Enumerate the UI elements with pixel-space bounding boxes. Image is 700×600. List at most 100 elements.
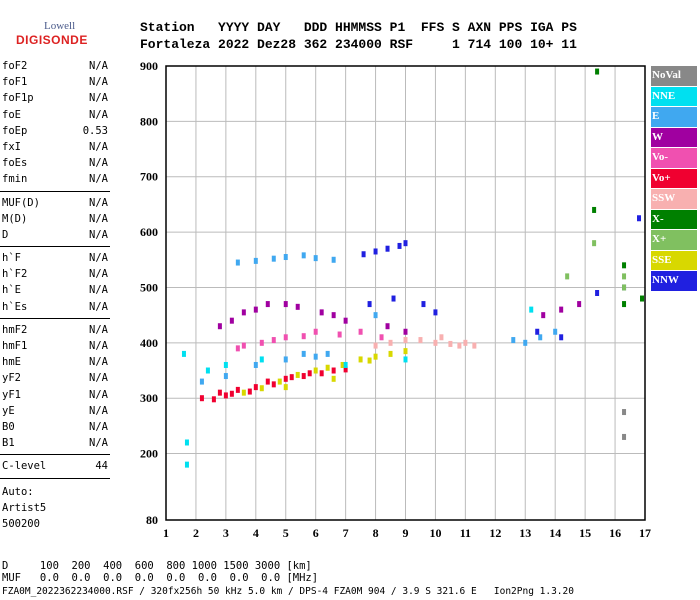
legend-item: NoVal <box>651 66 697 87</box>
data-point <box>421 301 426 308</box>
data-point <box>313 367 318 374</box>
param-group-heights: h`F N/A h`F2 N/A h`E N/A h`Es N/A <box>0 250 110 315</box>
param-name: foEs <box>2 157 28 170</box>
data-point <box>253 384 258 391</box>
param-row: h`E N/A <box>0 282 110 298</box>
param-row: h`Es N/A <box>0 299 110 315</box>
data-point <box>259 356 264 363</box>
data-point <box>592 206 597 213</box>
data-point <box>319 370 324 377</box>
param-row: yE N/A <box>0 403 110 419</box>
param-row: h`F N/A <box>0 250 110 266</box>
data-point <box>301 350 306 357</box>
data-point <box>559 334 564 341</box>
param-name: yF2 <box>2 372 21 385</box>
data-point <box>211 396 216 403</box>
param-value: N/A <box>89 108 108 121</box>
legend-item: Vo- <box>651 148 697 169</box>
param-value: N/A <box>89 92 108 105</box>
data-point <box>538 334 543 341</box>
data-point <box>622 433 627 440</box>
distance-row: D 100 200 400 600 800 1000 1500 3000 [km… <box>2 560 312 572</box>
data-point <box>307 370 312 377</box>
data-point <box>217 323 222 330</box>
data-point <box>403 348 408 355</box>
param-value: N/A <box>89 157 108 170</box>
param-group-muf: MUF(D) N/A M(D) N/A D N/A <box>0 195 110 244</box>
data-point <box>373 312 378 319</box>
y-tick-label: 500 <box>140 280 158 294</box>
data-point <box>199 378 204 385</box>
param-value: N/A <box>89 404 108 417</box>
param-name: C-level <box>2 460 47 473</box>
data-point <box>271 255 276 262</box>
legend-item: X- <box>651 209 697 230</box>
data-point <box>343 317 348 324</box>
data-point <box>313 328 318 335</box>
param-name: h`F <box>2 252 21 265</box>
y-tick-label: 700 <box>140 170 158 184</box>
data-point <box>283 384 288 391</box>
data-point <box>622 262 627 269</box>
data-point <box>277 378 282 385</box>
param-row: fmin N/A <box>0 171 110 187</box>
data-point <box>388 339 393 346</box>
param-name: foF1 <box>2 76 28 89</box>
param-value: N/A <box>89 173 108 186</box>
data-point <box>235 386 240 393</box>
param-row: foEs N/A <box>0 155 110 171</box>
header-line-1: Station YYYY DAY DDD HHMMSS P1 FFS S AXN… <box>140 20 577 35</box>
param-value: N/A <box>89 212 108 225</box>
data-point <box>283 356 288 363</box>
param-row: fxI N/A <box>0 139 110 155</box>
data-point <box>622 409 627 416</box>
param-value: 44 <box>95 460 108 473</box>
data-point <box>337 331 342 338</box>
data-point <box>403 356 408 363</box>
data-point <box>559 306 564 313</box>
param-name: B1 <box>2 437 15 450</box>
x-tick-label: 13 <box>519 526 531 540</box>
data-point <box>418 337 423 344</box>
legend-item: SSW <box>651 189 697 210</box>
x-tick-label: 4 <box>253 526 259 540</box>
data-point <box>361 251 366 258</box>
data-point <box>301 252 306 259</box>
data-point <box>289 374 294 381</box>
param-row-clevel: C-level 44 <box>0 458 110 474</box>
data-point <box>259 339 264 346</box>
data-point <box>253 306 258 313</box>
muf-row: MUF 0.0 0.0 0.0 0.0 0.0 0.0 0.0 0.0 [MHz… <box>2 572 319 584</box>
divider <box>0 190 110 192</box>
param-value: N/A <box>89 356 108 369</box>
param-row: foF1p N/A <box>0 90 110 106</box>
param-value: N/A <box>89 388 108 401</box>
data-point <box>373 353 378 360</box>
param-row: hmF1 N/A <box>0 338 110 354</box>
x-tick-label: 2 <box>193 526 199 540</box>
param-value: N/A <box>89 323 108 336</box>
data-point <box>223 392 228 399</box>
legend: NoVal NNE E W Vo- Vo+ SSW X- X+ SSE NNW <box>651 66 697 292</box>
data-point <box>184 439 189 446</box>
param-row: B1 N/A <box>0 435 110 451</box>
y-tick-label: 600 <box>140 225 158 239</box>
data-point <box>253 257 258 264</box>
data-point <box>433 309 438 316</box>
data-point <box>301 373 306 380</box>
param-name: B0 <box>2 420 15 433</box>
data-point <box>241 389 246 396</box>
x-tick-label: 10 <box>429 526 441 540</box>
legend-item: Vo+ <box>651 168 697 189</box>
param-name: D <box>2 228 9 241</box>
data-point <box>319 309 324 316</box>
data-point <box>457 342 462 349</box>
data-point <box>367 357 372 364</box>
param-row: M(D) N/A <box>0 211 110 227</box>
x-tick-label: 16 <box>609 526 621 540</box>
data-point <box>235 345 240 352</box>
param-name: M(D) <box>2 212 28 225</box>
data-point <box>403 337 408 344</box>
data-point <box>367 301 372 308</box>
param-row: yF2 N/A <box>0 370 110 386</box>
